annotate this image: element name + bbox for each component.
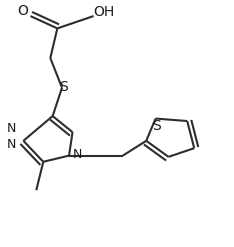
Text: OH: OH [93, 5, 114, 19]
Text: N: N [7, 123, 16, 135]
Text: N: N [7, 138, 16, 151]
Text: S: S [59, 80, 68, 94]
Text: N: N [73, 148, 83, 161]
Text: S: S [152, 120, 161, 133]
Text: O: O [18, 4, 28, 18]
